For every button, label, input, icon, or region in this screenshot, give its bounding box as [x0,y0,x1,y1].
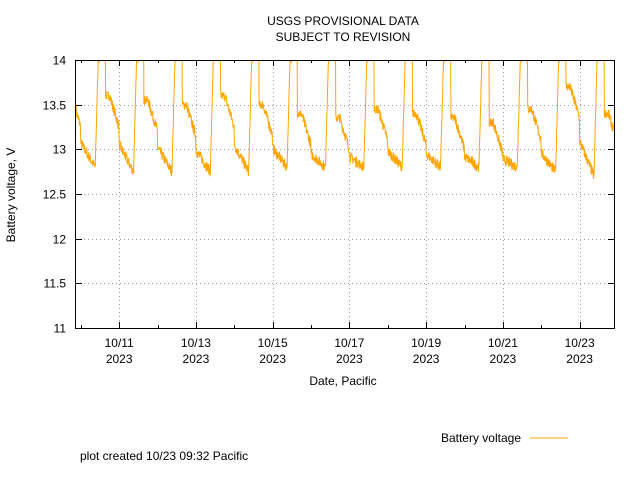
y-tick-labels: 11 11.5 12 12.5 13 13.5 14 [43,54,67,336]
x-tick-label-date: 10/19 [411,336,441,350]
series-layer [76,60,614,179]
x-tick-label-date: 10/13 [181,336,211,350]
y-tick-label: 13.5 [43,99,67,113]
legend: Battery voltage [441,431,568,445]
y-tick-label: 11.5 [44,277,67,291]
chart-title-line-1: USGS PROVISIONAL DATA [267,14,419,28]
x-tick-label-date: 10/23 [565,336,595,350]
grid-lines [76,60,614,328]
x-tick-label-date: 10/15 [258,336,288,350]
x-tick-label-year: 2023 [566,352,593,366]
legend-label: Battery voltage [441,431,521,445]
y-tick-label: 11 [54,322,67,336]
x-tick-label-date: 10/11 [105,336,134,350]
x-tick-labels: 10/11 2023 10/13 2023 10/15 2023 10/17 2023 10/1… [105,336,595,366]
y-tick-label: 12.5 [43,188,67,202]
x-tick-label-date: 10/17 [334,336,364,350]
x-tick-label-year: 2023 [336,352,363,366]
x-tick-label-date: 10/21 [488,336,518,350]
y-tick-label: 12 [53,233,67,247]
series-line-battery-voltage [76,60,614,179]
plot-created-text: plot created 10/23 09:32 Pacific [80,449,248,463]
x-tick-label-year: 2023 [106,352,133,366]
plot-frame [75,60,615,329]
x-tick-label-year: 2023 [259,352,286,366]
x-tick-label-year: 2023 [490,352,517,366]
y-tick-label: 14 [53,54,67,68]
x-tick-label-year: 2023 [413,352,440,366]
axis-ticks [76,60,614,329]
y-axis-label: Battery voltage, V [4,148,18,243]
y-tick-label: 13 [53,143,67,157]
x-axis-label: Date, Pacific [309,374,376,388]
chart-title-line-2: SUBJECT TO REVISION [276,30,411,44]
x-tick-label-year: 2023 [183,352,210,366]
